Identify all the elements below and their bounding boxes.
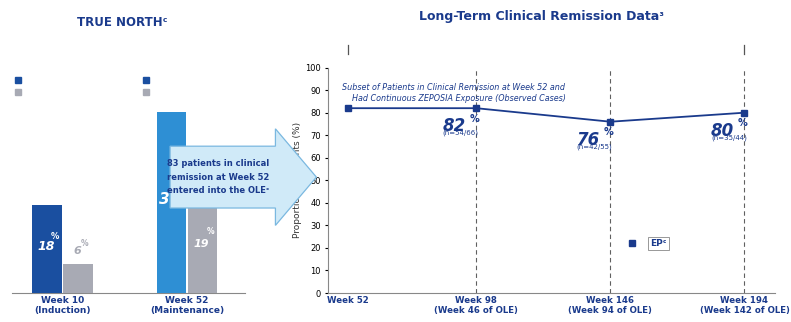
Text: %: %	[604, 128, 614, 137]
Text: TRUE NORTHᶜ: TRUE NORTHᶜ	[78, 16, 168, 29]
Text: 37: 37	[159, 193, 180, 207]
Text: Long-Term Clinical Remission Dataᶟ: Long-Term Clinical Remission Dataᶟ	[419, 10, 664, 23]
Text: %: %	[470, 114, 479, 124]
Text: 18: 18	[37, 240, 55, 253]
Text: 6: 6	[74, 246, 81, 256]
Text: 76: 76	[577, 131, 600, 149]
Text: 82: 82	[443, 117, 466, 135]
Text: %: %	[206, 227, 214, 236]
Bar	[157, 112, 186, 293]
Text: EPᶜ: EPᶜ	[650, 239, 667, 248]
Text: 83 patients in clinical
remission at Week 52
entered into the OLEᶜ: 83 patients in clinical remission at Wee…	[167, 159, 270, 195]
Text: (n=35/44): (n=35/44)	[711, 134, 747, 141]
Text: (n=42/55): (n=42/55)	[577, 143, 612, 150]
Text: %: %	[738, 118, 747, 128]
Bar	[63, 264, 93, 293]
Text: 80: 80	[711, 122, 734, 140]
Text: %: %	[81, 239, 89, 248]
Text: %: %	[176, 180, 187, 190]
Text: (n=54/66): (n=54/66)	[443, 130, 479, 136]
Bar	[187, 200, 218, 293]
Polygon shape	[170, 129, 316, 225]
Bar	[32, 205, 62, 293]
Text: 19: 19	[194, 239, 210, 249]
Y-axis label: Proportion of Patients (%): Proportion of Patients (%)	[293, 122, 302, 238]
Text: Subset of Patients in Clinical Remission at Week 52 and
    Had Continuous ZEPOS: Subset of Patients in Clinical Remission…	[342, 83, 566, 103]
Text: %: %	[51, 232, 59, 241]
